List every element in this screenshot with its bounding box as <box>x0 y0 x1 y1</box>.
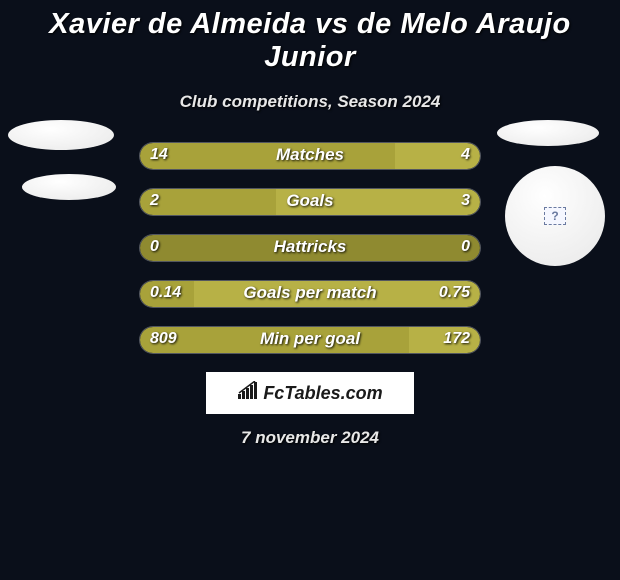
brand-chart-icon <box>237 381 259 406</box>
stat-row: Min per goal809172 <box>0 326 620 356</box>
stat-bar-track <box>139 142 481 170</box>
stat-row: Matches144 <box>0 142 620 172</box>
stats-bars: Matches144 Goals23 Hattricks00 Goals per ma… <box>0 142 620 356</box>
stat-bar-left <box>140 281 194 307</box>
stat-bar-left <box>140 143 395 169</box>
stat-bar-right <box>276 189 480 215</box>
page-title: Xavier de Almeida vs de Melo Araujo Juni… <box>0 0 620 74</box>
stat-row: Hattricks00 <box>0 234 620 264</box>
date-label: 7 november 2024 <box>0 428 620 448</box>
brand-box[interactable]: FcTables.com <box>206 372 414 414</box>
subtitle: Club competitions, Season 2024 <box>0 92 620 112</box>
brand-text: FcTables.com <box>263 383 382 404</box>
stat-bar-left <box>140 327 409 353</box>
stat-bar-left <box>140 235 310 261</box>
stat-bar-track <box>139 188 481 216</box>
comparison-widget: Xavier de Almeida vs de Melo Araujo Juni… <box>0 0 620 580</box>
stat-bar-track <box>139 326 481 354</box>
stat-row: Goals23 <box>0 188 620 218</box>
stat-bar-right <box>409 327 480 353</box>
stat-bar-track <box>139 280 481 308</box>
stat-bar-track <box>139 234 481 262</box>
stat-bar-right <box>395 143 480 169</box>
stat-row: Goals per match0.140.75 <box>0 280 620 310</box>
stat-bar-left <box>140 189 276 215</box>
stat-bar-right <box>194 281 480 307</box>
stat-bar-right <box>310 235 480 261</box>
